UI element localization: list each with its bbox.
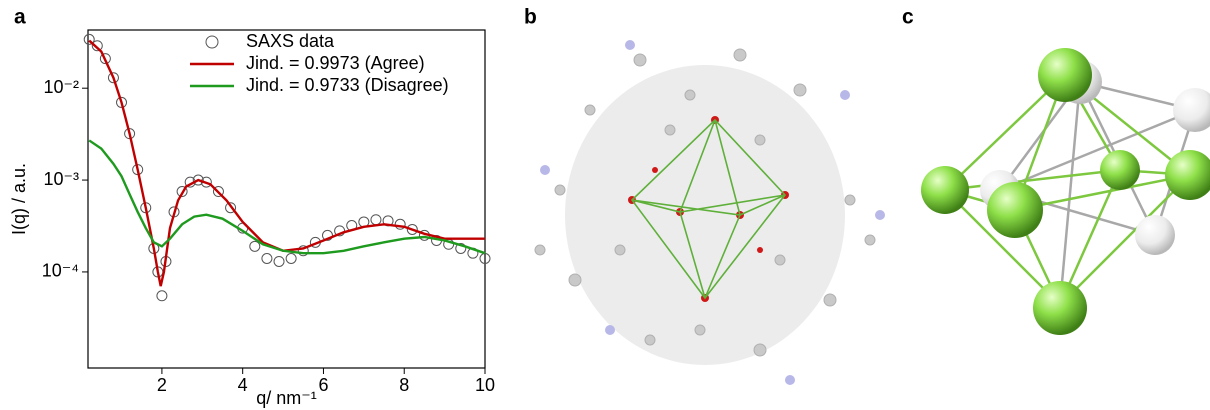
y-tick-label: 10⁻² [43,77,79,97]
x-tick-label: 4 [238,375,248,395]
x-tick-label: 8 [399,375,409,395]
panel-label: b [524,6,537,29]
panel-label: c [902,6,914,29]
data-point [285,253,297,265]
octahedron-image [921,48,1210,335]
data-point [225,202,237,214]
fit-line [88,39,485,287]
molecule-image [534,40,885,385]
y-tick-label: 10⁻⁴ [42,261,79,281]
legend-label: Jind. = 0.9973 (Agree) [246,53,425,73]
legend-label: Jind. = 0.9733 (Disagree) [246,75,449,95]
data-point [455,242,467,254]
data-point [83,33,95,45]
panel-label: a [14,6,26,29]
data-point [91,40,103,52]
plot-frame [87,29,486,369]
data-point [479,253,491,265]
data-point [249,240,261,252]
data-point [261,253,273,265]
data-point [156,290,168,302]
x-tick-label: 6 [318,375,328,395]
data-point [107,72,119,84]
data-point [99,53,111,65]
data-point [321,229,333,241]
data-point [176,186,188,198]
x-tick-label: 10 [475,375,495,395]
y-axis-label: I(q) / a.u. [9,163,29,235]
y-tick-label: 10⁻³ [43,169,79,189]
fit-line [88,139,486,255]
data-point [192,174,204,186]
x-axis-label: q/ nm⁻¹ [256,388,317,408]
data-point [394,218,406,230]
data-point [406,223,418,235]
data-point [273,255,285,267]
data-point [212,186,224,198]
legend-marker [205,35,219,49]
legend-label: SAXS data [246,31,335,51]
data-point [370,214,382,226]
data-point [116,96,128,108]
x-tick-label: 2 [157,375,167,395]
data-point [297,245,309,257]
